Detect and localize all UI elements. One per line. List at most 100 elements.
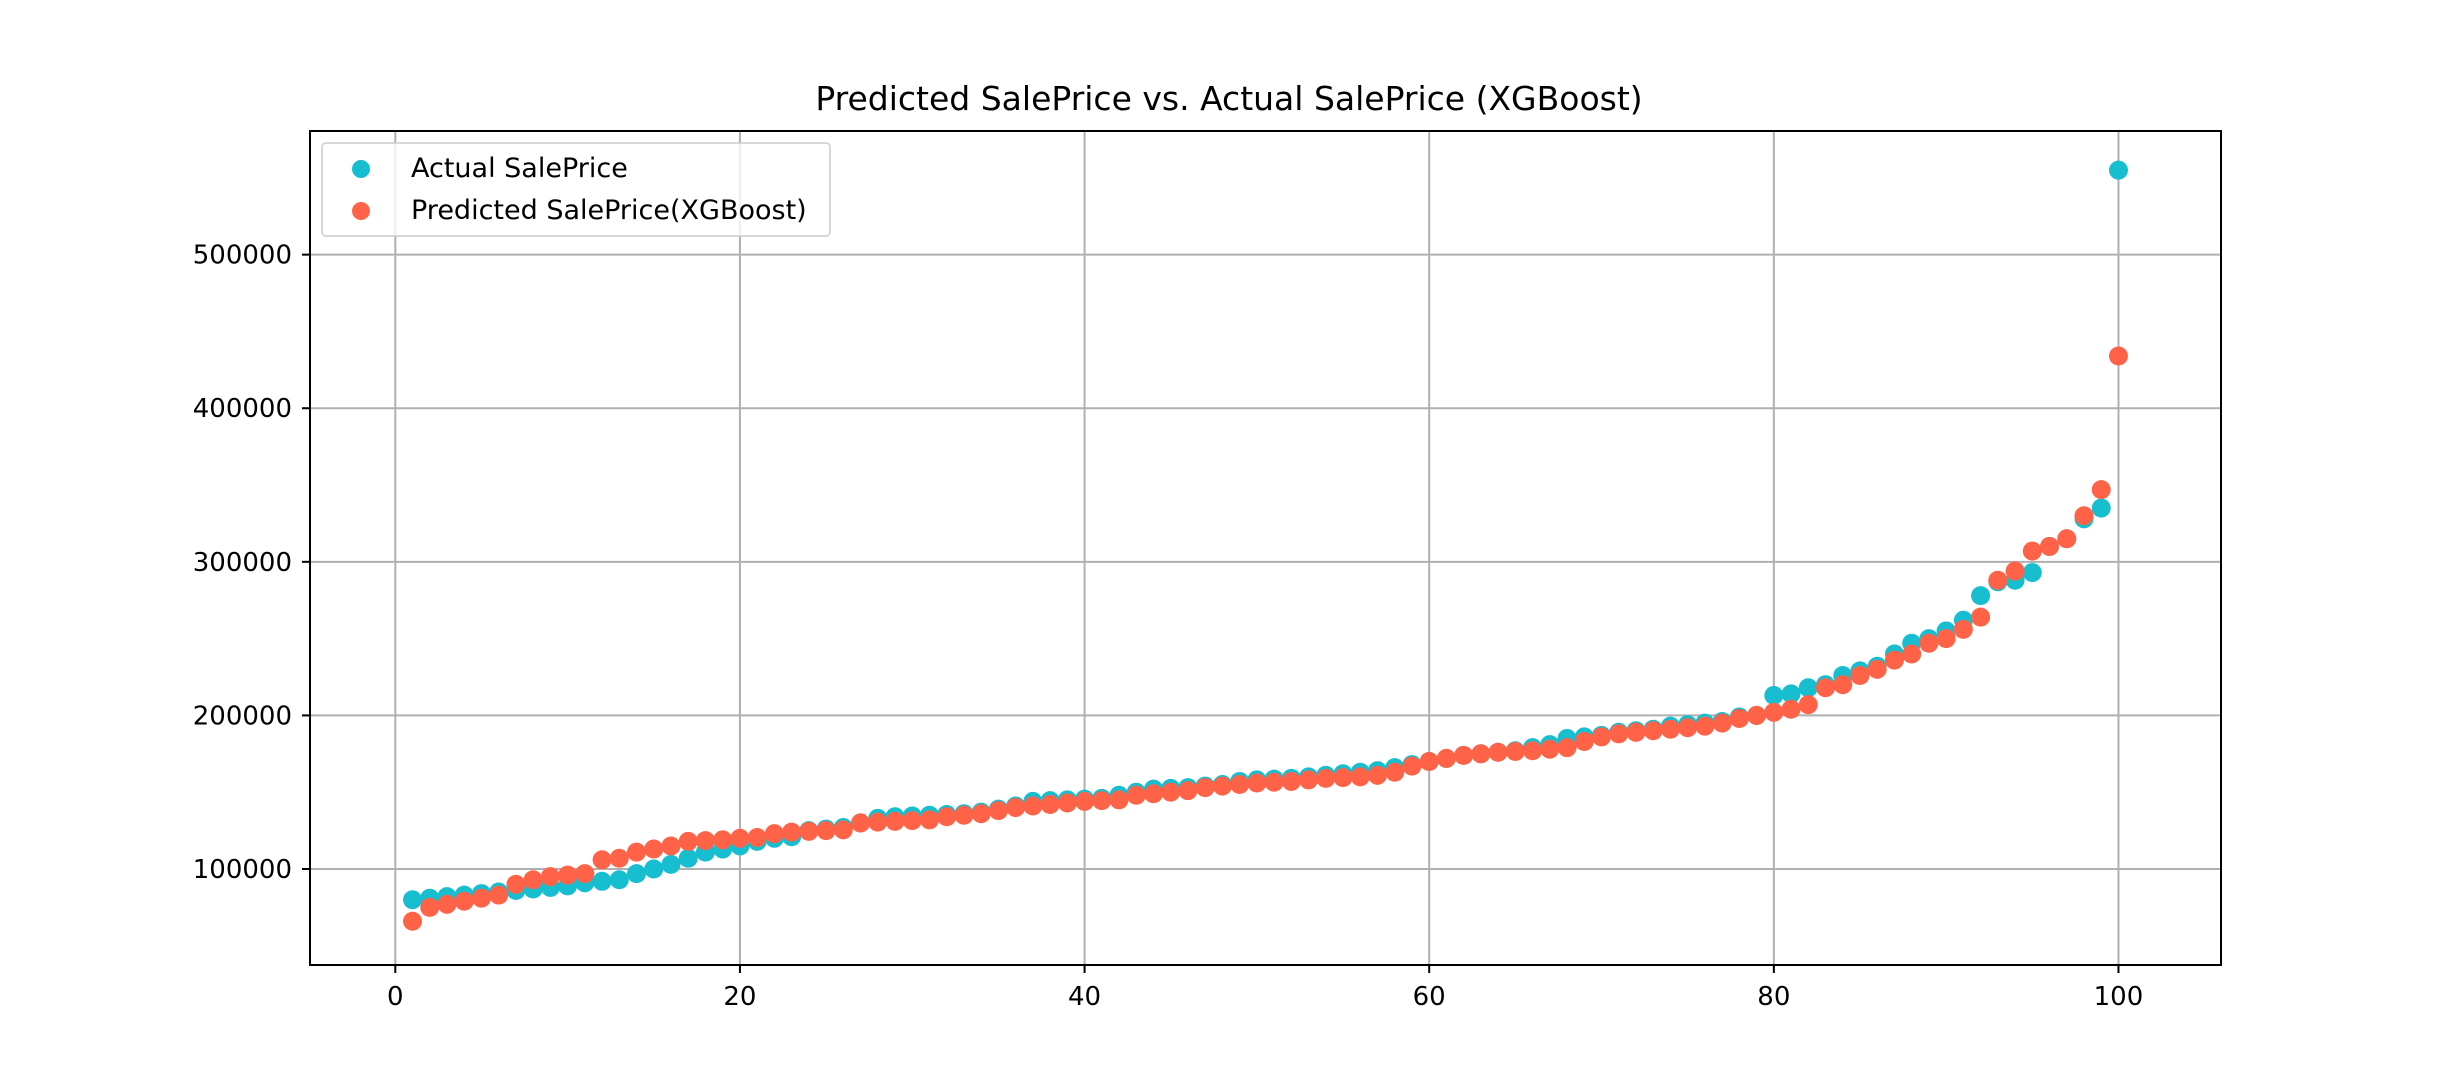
predicted-point	[1143, 784, 1163, 804]
predicted-point	[1747, 705, 1767, 725]
plot-frame	[309, 130, 2222, 966]
predicted-point	[885, 811, 905, 831]
actual-point	[1781, 684, 1801, 704]
predicted-point	[713, 830, 733, 850]
predicted-point	[2108, 346, 2128, 366]
predicted-point	[1557, 738, 1577, 758]
predicted-point	[1833, 675, 1853, 695]
predicted-point	[730, 828, 750, 848]
x-tick-label: 40	[1068, 982, 1101, 1012]
predicted-point	[1436, 748, 1456, 768]
predicted-point	[471, 888, 491, 908]
predicted-point	[919, 810, 939, 830]
predicted-point	[971, 804, 991, 824]
predicted-point	[747, 828, 767, 848]
predicted-point	[868, 812, 888, 832]
predicted-point	[1471, 744, 1491, 764]
predicted-point	[1971, 607, 1991, 627]
predicted-point	[2040, 536, 2060, 556]
predicted-point	[988, 801, 1008, 821]
predicted-point	[782, 822, 802, 842]
predicted-point	[1161, 782, 1181, 802]
predicted-point	[678, 831, 698, 851]
actual-point	[403, 890, 423, 910]
predicted-point	[506, 874, 526, 894]
predicted-point	[1488, 742, 1508, 762]
predicted-point	[1626, 722, 1646, 742]
y-tick-label: 400000	[193, 394, 292, 424]
predicted-point	[799, 821, 819, 841]
predicted-point	[489, 885, 509, 905]
predicted-point	[558, 865, 578, 885]
predicted-point	[661, 836, 681, 856]
legend-marker-actual	[352, 160, 370, 178]
predicted-point	[1523, 741, 1543, 761]
predicted-point	[1333, 768, 1353, 788]
actual-point	[1971, 586, 1991, 606]
y-tick-label: 300000	[193, 548, 292, 578]
predicted-point	[937, 807, 957, 827]
legend-label-predicted: Predicted SalePrice(XGBoost)	[411, 195, 807, 226]
actual-point	[592, 871, 612, 891]
predicted-point	[1247, 773, 1267, 793]
predicted-point	[1212, 776, 1232, 796]
predicted-point	[1109, 790, 1129, 810]
predicted-point	[1299, 770, 1319, 790]
predicted-point	[1850, 665, 1870, 685]
predicted-point	[1919, 633, 1939, 653]
predicted-point	[2074, 506, 2094, 526]
predicted-point	[816, 821, 836, 841]
predicted-point	[1126, 785, 1146, 805]
predicted-point	[1230, 775, 1250, 795]
predicted-point	[2057, 529, 2077, 549]
predicted-point	[1368, 765, 1388, 785]
actual-point	[2108, 160, 2128, 180]
predicted-point	[1902, 644, 1922, 664]
predicted-point	[437, 894, 457, 914]
chart-title: Predicted SalePrice vs. Actual SalePrice…	[815, 79, 1642, 118]
predicted-point	[695, 831, 715, 851]
y-tick-label: 200000	[193, 701, 292, 731]
x-tick-label: 100	[2094, 982, 2144, 1012]
predicted-point	[523, 870, 543, 890]
predicted-point	[1592, 727, 1612, 747]
predicted-point	[1678, 718, 1698, 738]
actual-point	[627, 864, 647, 884]
predicted-point	[1936, 629, 1956, 649]
actual-point	[2091, 498, 2111, 518]
predicted-point	[1540, 739, 1560, 759]
predicted-point	[420, 897, 440, 917]
predicted-point	[833, 820, 853, 840]
predicted-point	[609, 848, 629, 868]
predicted-point	[954, 805, 974, 825]
predicted-point	[1075, 791, 1095, 811]
predicted-point	[1385, 762, 1405, 782]
predicted-point	[403, 911, 423, 931]
actual-point	[609, 870, 629, 890]
predicted-point	[1057, 793, 1077, 813]
predicted-point	[1764, 702, 1784, 722]
actual-point	[1798, 678, 1818, 698]
predicted-point	[1798, 695, 1818, 715]
predicted-point	[764, 824, 784, 844]
actual-point	[661, 854, 681, 874]
predicted-point	[1884, 650, 1904, 670]
x-tick-label: 0	[387, 982, 404, 1012]
predicted-point	[2022, 541, 2042, 561]
y-tick-label: 100000	[193, 855, 292, 885]
predicted-point	[1454, 745, 1474, 765]
predicted-point	[2005, 561, 2025, 581]
predicted-point	[1195, 778, 1215, 798]
x-tick-label: 60	[1413, 982, 1446, 1012]
predicted-point	[1574, 732, 1594, 752]
predicted-point	[1953, 619, 1973, 639]
predicted-point	[1505, 742, 1525, 762]
predicted-point	[1178, 781, 1198, 801]
predicted-point	[1419, 751, 1439, 771]
x-tick-label: 80	[1757, 982, 1790, 1012]
predicted-point	[1040, 794, 1060, 814]
legend-marker-predicted	[352, 202, 370, 220]
predicted-point	[1712, 713, 1732, 733]
